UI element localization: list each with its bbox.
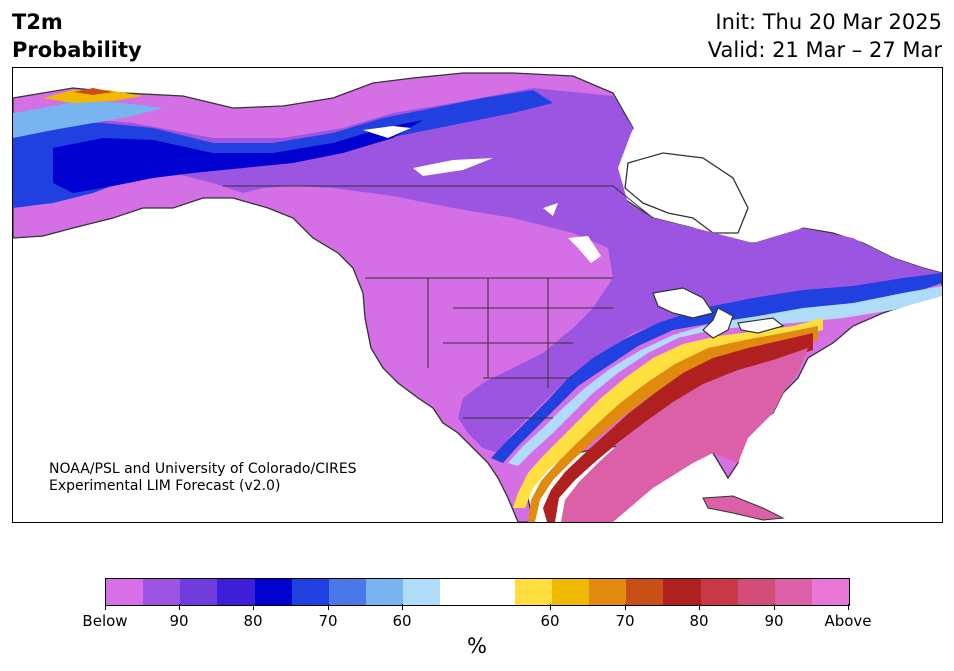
hudson-bay — [624, 152, 749, 234]
probability-band-alaska-warm — [43, 90, 143, 103]
colorbar-segment — [217, 579, 255, 605]
map-title: T2m Probability — [12, 8, 142, 64]
title-line-2: Probability — [12, 38, 142, 62]
colorbar-tick — [848, 604, 849, 610]
cuba — [702, 495, 785, 521]
credit-line-2: Experimental LIM Forecast (v2.0) — [49, 478, 281, 494]
colorbar-segment — [106, 579, 144, 605]
colorbar-tick-label: Above — [824, 612, 872, 630]
colorbar-segment — [254, 579, 292, 605]
colorbar-tick-label: 80 — [689, 612, 709, 630]
colorbar-segment — [551, 579, 590, 605]
colorbar-segment — [143, 579, 181, 605]
colorbar-tick — [253, 604, 254, 610]
colorbar-segment — [180, 579, 218, 605]
colorbar-segment — [477, 579, 515, 605]
colorbar-segment — [440, 579, 478, 605]
colorbar-tick-label: 60 — [392, 612, 412, 630]
map-canvas — [13, 68, 942, 522]
colorbar-tick — [105, 604, 106, 610]
colorbar-tick — [774, 604, 775, 610]
colorbar-segment — [700, 579, 738, 605]
colorbar-segment — [366, 579, 404, 605]
colorbar-tick — [402, 604, 403, 610]
great-lakes — [652, 287, 785, 339]
colorbar-segment — [291, 579, 329, 605]
valid-dates: Valid: 21 Mar – 27 Mar — [707, 38, 942, 62]
colorbar-segment — [774, 579, 812, 605]
colorbar-segment — [811, 579, 850, 605]
colorbar-segment — [589, 579, 627, 605]
colorbar-segment — [663, 579, 701, 605]
probability-band-canada — [13, 88, 942, 453]
colorbar-tick — [550, 604, 551, 610]
probability-band-cold — [13, 90, 553, 208]
probability-band-warm-pink — [561, 348, 808, 522]
probability-band-warm-red — [543, 333, 813, 522]
credit-line-1: NOAA/PSL and University of Colorado/CIRE… — [49, 461, 357, 477]
init-date: Init: Thu 20 Mar 2025 — [715, 10, 942, 34]
country-border — [223, 185, 654, 419]
probability-band-alaska-hot — [73, 88, 113, 95]
forecast-map — [12, 67, 943, 523]
title-line-1: T2m — [12, 10, 63, 34]
probability-band-alaska-light — [13, 100, 163, 138]
colorbar-tick — [328, 604, 329, 610]
colorbar-unit: % — [467, 634, 487, 658]
colorbar-tick — [625, 604, 626, 610]
colorbar — [105, 578, 850, 606]
colorbar-tick-label: 60 — [540, 612, 560, 630]
colorbar-tick-label: 90 — [169, 612, 189, 630]
colorbar-tick — [179, 604, 180, 610]
probability-band-cold-core — [53, 120, 423, 193]
colorbar-tick-label: 70 — [318, 612, 338, 630]
colorbar-segment — [403, 579, 441, 605]
colorbar-segment — [737, 579, 775, 605]
colorbar-tick-label: Below — [82, 612, 128, 630]
colorbar-tick-label: 80 — [243, 612, 263, 630]
colorbar-tick-label: 90 — [764, 612, 784, 630]
colorbar-segment — [328, 579, 367, 605]
forecast-dates: Init: Thu 20 Mar 2025 Valid: 21 Mar – 27… — [708, 8, 942, 64]
colorbar-tick — [699, 604, 700, 610]
credit-text: NOAA/PSL and University of Colorado/CIRE… — [49, 461, 357, 495]
colorbar-tick-label: 70 — [615, 612, 635, 630]
colorbar-segment — [626, 579, 664, 605]
colorbar-segment — [514, 579, 552, 605]
